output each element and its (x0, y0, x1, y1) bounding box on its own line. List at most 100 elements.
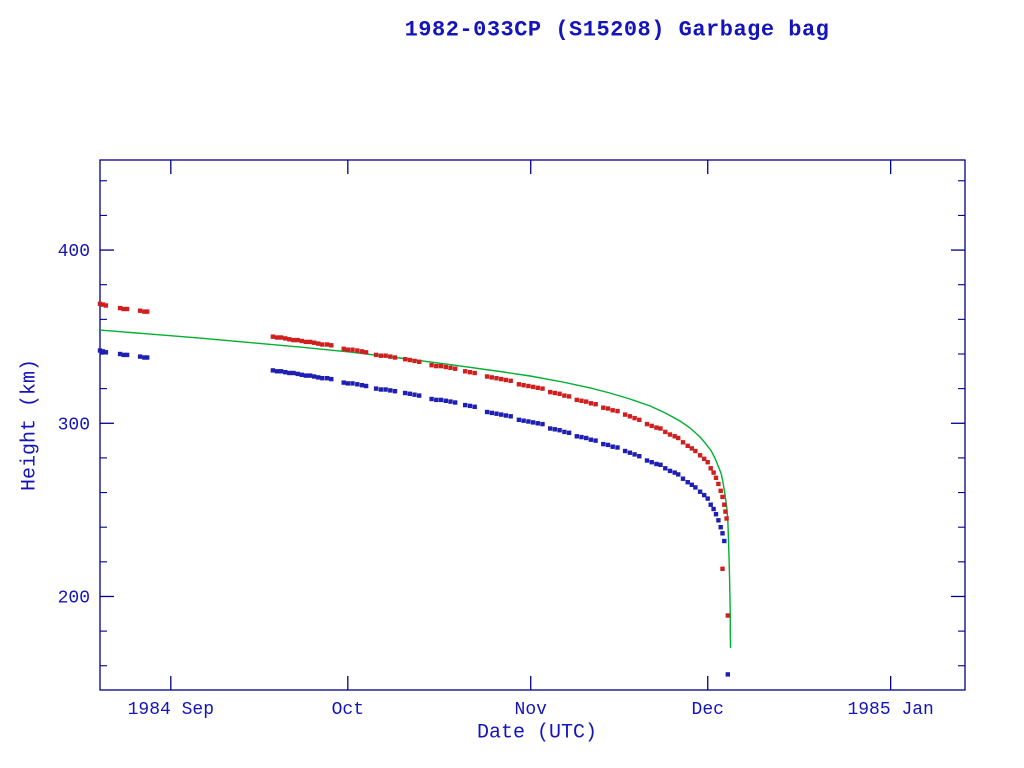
red-squares-upper-point (676, 435, 681, 441)
blue-squares-lower-point (711, 506, 716, 512)
red-squares-upper-point (489, 375, 494, 380)
blue-squares-lower-point (627, 450, 633, 455)
red-squares-upper-point (508, 378, 513, 383)
blue-squares-lower-point (443, 398, 448, 403)
blue-squares-lower-point (303, 373, 309, 378)
red-squares-upper-point (605, 406, 611, 411)
blue-squares-lower-point (117, 351, 123, 357)
red-squares-upper-point (283, 336, 288, 341)
blue-squares-lower-point (295, 371, 300, 377)
blue-squares-lower-point (725, 672, 730, 677)
blue-squares-lower-point (601, 441, 606, 447)
blue-squares-lower-point (535, 421, 540, 426)
red-squares-upper-point (720, 566, 725, 571)
red-squares-upper-point (407, 357, 412, 363)
blue-squares-lower-point (383, 387, 388, 392)
red-squares-upper-point (535, 385, 540, 390)
red-squares-upper-point (705, 460, 710, 465)
red-squares-upper-point (516, 382, 522, 387)
red-squares-upper-point (412, 358, 417, 364)
blue-squares-lower-point (658, 462, 663, 467)
blue-squares-lower-point (278, 369, 284, 374)
blue-squares-lower-point (359, 383, 365, 388)
blue-squares-lower-point (521, 418, 526, 423)
blue-squares-lower-point (702, 492, 707, 498)
red-squares-upper-point (429, 363, 434, 368)
blue-squares-lower-point (316, 375, 321, 380)
red-squares-upper-point (693, 448, 698, 454)
blue-squares-lower-point (325, 376, 330, 381)
red-squares-upper-point (680, 440, 686, 445)
blue-squares-lower-point (584, 435, 589, 441)
red-squares-upper-point (117, 305, 123, 311)
red-squares-upper-point (649, 423, 654, 429)
red-squares-upper-point (552, 390, 558, 396)
blue-squares-lower-point (566, 430, 572, 435)
red-squares-upper-point (601, 405, 606, 410)
blue-squares-lower-point (329, 376, 334, 382)
blue-squares-lower-point (705, 496, 710, 501)
red-squares-upper-point (644, 421, 650, 427)
red-squares-upper-point (320, 342, 325, 347)
blue-squares-lower-point (320, 376, 325, 381)
blue-squares-lower-point (632, 452, 637, 457)
blue-squares-lower-point (713, 512, 719, 517)
red-squares-upper-point (312, 340, 317, 345)
red-squares-upper-point (299, 338, 304, 344)
red-squares-upper-point (685, 443, 690, 448)
red-squares-upper-point (689, 446, 694, 451)
blue-squares-lower-point (593, 438, 598, 443)
red-squares-upper-point (274, 335, 280, 340)
red-squares-upper-point (124, 306, 130, 312)
blue-squares-lower-point (467, 403, 473, 409)
red-squares-upper-point (341, 346, 346, 351)
red-squares-upper-point (637, 417, 642, 422)
x-tick-label: 1985 Jan (847, 700, 933, 720)
blue-squares-lower-point (605, 442, 611, 448)
blue-squares-lower (97, 348, 730, 677)
red-squares-upper-point (417, 359, 422, 364)
red-squares-upper-point (562, 393, 567, 398)
red-squares-upper-point (291, 337, 296, 343)
blue-squares-lower-point (124, 352, 130, 358)
blue-squares-lower-point (463, 402, 468, 408)
red-squares-upper-point (654, 425, 659, 430)
red-squares-upper-point (667, 432, 673, 437)
blue-squares-lower-point (97, 348, 103, 353)
chart-title: 1982-033CP (S15208) Garbage bag (404, 17, 830, 43)
red-squares-upper-point (725, 613, 730, 618)
blue-squares-lower-point (392, 389, 398, 394)
red-squares-upper-point (499, 376, 504, 382)
blue-squares-lower-point (448, 399, 453, 404)
red-squares-upper-point (503, 377, 509, 383)
red-squares-upper-point (373, 352, 379, 358)
plot-frame (99, 159, 966, 691)
blue-squares-lower-point (388, 388, 393, 393)
red-squares-upper-point (697, 453, 703, 458)
blue-squares-lower-point (307, 373, 313, 378)
red-squares-upper-point (711, 470, 716, 475)
red-squares-upper-point (350, 347, 355, 352)
red-squares-upper-point (584, 399, 589, 404)
x-tick-label: Oct (332, 700, 364, 720)
blue-squares-lower-point (508, 414, 513, 419)
red-squares-upper-point (702, 456, 707, 461)
blue-squares-lower-point (472, 404, 477, 409)
red-squares-upper-point (521, 383, 526, 388)
blue-squares-lower-point (341, 380, 346, 385)
red-squares-upper-point (303, 339, 309, 345)
blue-squares-lower-point (557, 428, 562, 433)
red-squares-upper-point (434, 363, 439, 369)
red-squares-upper-point (540, 386, 545, 391)
red-squares-upper-point (345, 347, 350, 352)
red-squares-upper-point (610, 408, 615, 413)
blue-squares-lower-point (540, 421, 545, 427)
blue-squares-lower-point (644, 458, 650, 463)
blue-squares-lower-point (722, 538, 727, 544)
red-squares-upper-point (548, 389, 553, 395)
red-squares-upper-point (103, 303, 109, 308)
blue-squares-lower-point (373, 386, 379, 391)
red-squares-upper-point (579, 398, 584, 403)
red-squares-upper-point (325, 342, 330, 347)
